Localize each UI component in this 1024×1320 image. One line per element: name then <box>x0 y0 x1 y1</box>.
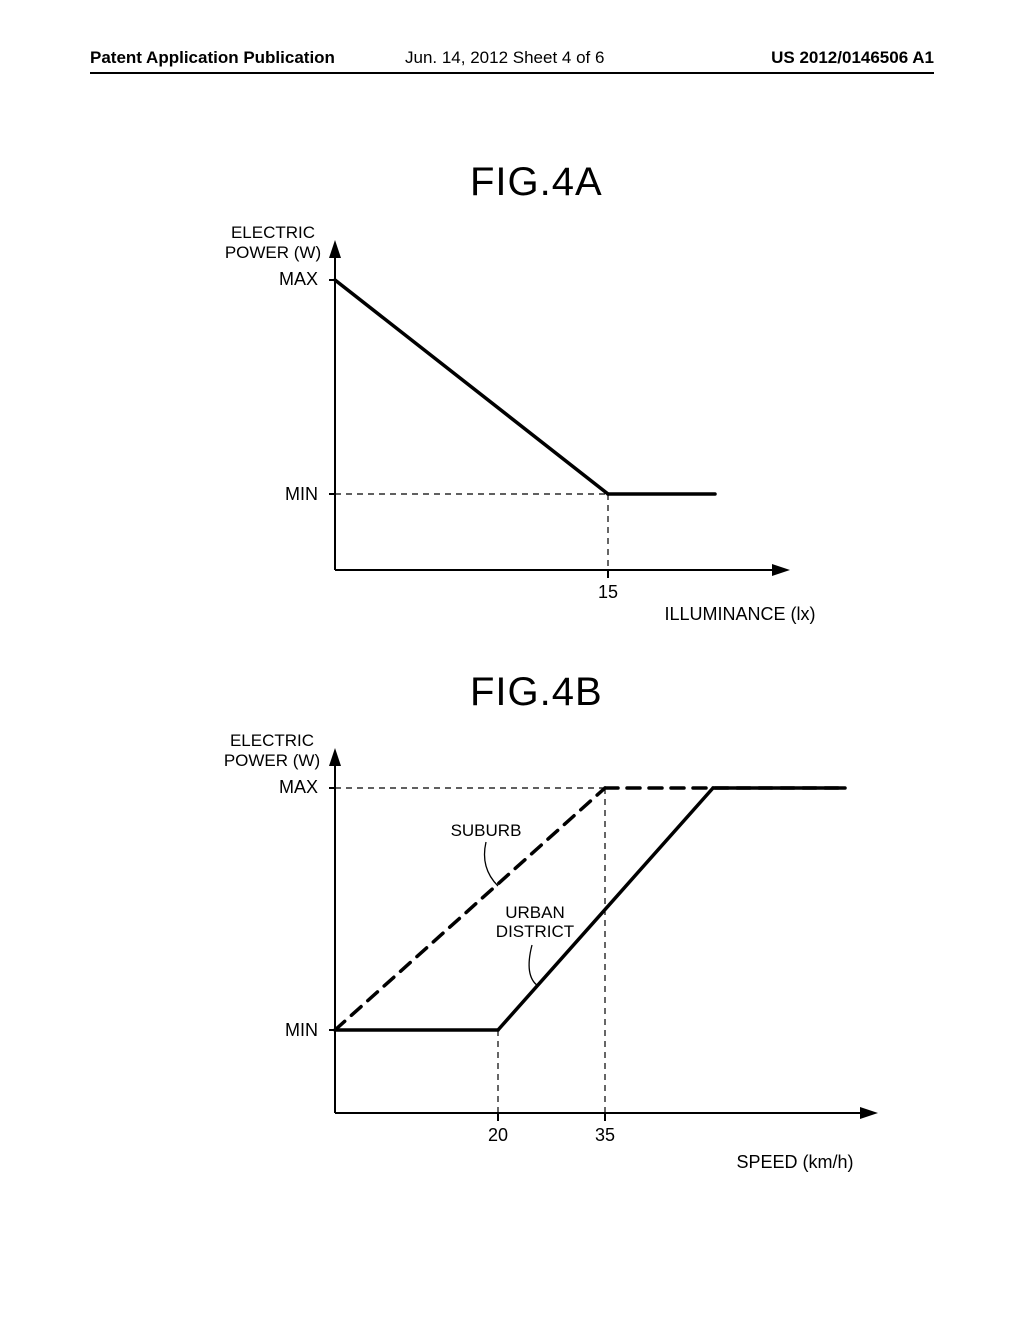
fig-a-guides <box>335 494 608 570</box>
fig-b-xtick-1: 35 <box>595 1125 615 1145</box>
fig-b-series-urban <box>335 788 845 1030</box>
fig-b-series-suburb <box>335 788 845 1030</box>
fig-a-xtick-label: 15 <box>598 582 618 602</box>
fig-b-chart: ELECTRIC POWER (W) MAX MIN 20 35 SPEED (… <box>180 718 900 1188</box>
header-rule <box>90 72 934 74</box>
fig-b-xtick-0: 20 <box>488 1125 508 1145</box>
fig-b-suburb-leader <box>485 842 499 886</box>
hdr-center: Jun. 14, 2012 Sheet 4 of 6 <box>405 48 604 68</box>
fig-b-y-label1: ELECTRIC <box>230 731 314 750</box>
fig-a-title: FIG.4A <box>470 160 603 205</box>
fig-b-title: FIG.4B <box>470 670 603 715</box>
fig-b-suburb-label: SUBURB <box>451 821 522 840</box>
fig-a-y-label1: ELECTRIC <box>231 223 315 242</box>
fig-b-xticks <box>498 1113 605 1121</box>
hdr-left: Patent Application Publication <box>90 48 335 67</box>
fig-a-axes <box>329 240 790 576</box>
fig-b-y-label2: POWER (W) <box>224 751 320 770</box>
fig-a-chart: ELECTRIC POWER (W) MAX MIN 15 ILLUMINANC… <box>210 210 850 630</box>
fig-a-min-label: MIN <box>285 484 318 504</box>
fig-b-max-label: MAX <box>279 777 318 797</box>
fig-a-line <box>335 280 715 494</box>
fig-b-min-label: MIN <box>285 1020 318 1040</box>
fig-a-y-label2: POWER (W) <box>225 243 321 262</box>
fig-b-x-label: SPEED (km/h) <box>736 1152 853 1172</box>
fig-a-max-label: MAX <box>279 269 318 289</box>
fig-b-urban-label-l1: URBAN <box>505 903 565 922</box>
fig-b-urban-leader <box>529 945 538 986</box>
fig-b-urban-label-l2: DISTRICT <box>496 922 574 941</box>
page-header: Patent Application Publication Jun. 14, … <box>0 48 1024 68</box>
fig-a-x-label: ILLUMINANCE (lx) <box>664 604 815 624</box>
hdr-right: US 2012/0146506 A1 <box>771 48 934 68</box>
fig-b-axes <box>329 748 878 1119</box>
